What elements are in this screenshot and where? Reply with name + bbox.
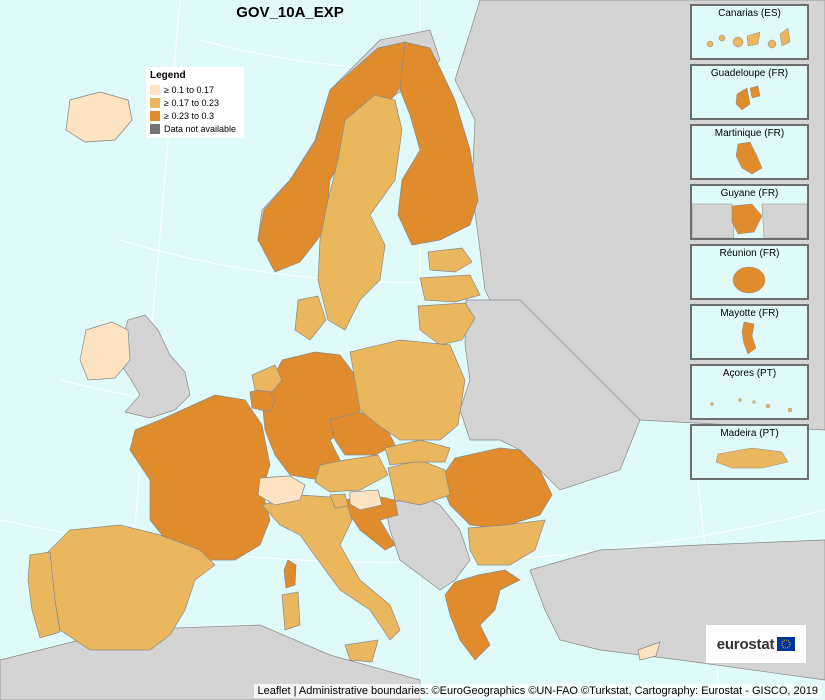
country-switzerland <box>257 475 306 506</box>
country-portugal <box>27 551 61 639</box>
legend-label: Data not available <box>164 123 237 134</box>
inset-map <box>735 141 763 175</box>
legend-item: ≥ 0.23 to 0.3 <box>150 109 240 122</box>
country-sardinia <box>281 591 301 631</box>
logo-text: eurostat <box>716 635 775 653</box>
country-sweden <box>317 94 403 331</box>
legend-swatch <box>150 123 160 134</box>
country-iceland-low <box>65 91 133 143</box>
inset-martinique[interactable]: Martinique (FR) <box>690 124 809 180</box>
inset-title: Guadeloupe (FR) <box>710 68 789 79</box>
country-bulgaria <box>467 519 546 566</box>
inset-map <box>692 203 807 238</box>
legend-item: ≥ 0.1 to 0.17 <box>150 83 240 96</box>
inset-guyane[interactable]: Guyane (FR) <box>690 184 809 240</box>
inset-title: Martinique (FR) <box>714 128 785 139</box>
inset-title: Açores (PT) <box>722 368 777 379</box>
country-denmark <box>294 295 327 341</box>
country-austria <box>314 454 389 493</box>
country-romania <box>439 447 553 529</box>
country-netherlands <box>251 364 283 393</box>
legend-swatch <box>150 84 160 95</box>
country-greece <box>444 569 521 661</box>
inset-mayotte[interactable]: Mayotte (FR) <box>690 304 809 360</box>
country-poland <box>349 339 466 441</box>
legend-label: ≥ 0.23 to 0.3 <box>164 110 214 121</box>
country-ireland <box>79 321 131 381</box>
inset-title: Réunion (FR) <box>719 248 780 259</box>
inset-map <box>710 398 793 413</box>
country-france <box>129 394 271 561</box>
balkans <box>384 494 471 591</box>
country-latvia <box>419 274 481 303</box>
inset-title: Canarias (ES) <box>718 8 781 19</box>
legend-swatch <box>150 97 160 108</box>
inset-madeira[interactable]: Madeira (PT) <box>690 424 809 480</box>
legend-label: ≥ 0.1 to 0.17 <box>164 84 214 95</box>
eu-flag-icon <box>777 637 796 651</box>
inset-map <box>741 321 757 355</box>
country-corsica <box>283 559 297 589</box>
inset-canarias[interactable]: Canarias (ES) <box>690 4 809 60</box>
country-finland <box>397 41 479 246</box>
inset-map <box>706 27 791 49</box>
map-title: GOV_10A_EXP <box>236 4 344 21</box>
inset-acores[interactable]: Açores (PT) <box>690 364 809 420</box>
country-lithuania <box>417 302 476 346</box>
inset-title: Mayotte (FR) <box>720 308 779 319</box>
eurostat-logo: eurostat <box>706 625 806 663</box>
legend: Legend ≥ 0.1 to 0.17 ≥ 0.17 to 0.23 ≥ 0.… <box>146 67 244 138</box>
inset-map <box>732 266 766 294</box>
inset-map <box>715 447 789 469</box>
inset-title: Madeira (PT) <box>720 428 779 439</box>
country-slovenia <box>349 489 383 511</box>
legend-swatch <box>150 110 160 121</box>
country-slovenia-edge <box>329 493 349 509</box>
inset-reunion[interactable]: Réunion (FR) <box>690 244 809 300</box>
country-cyprus <box>637 641 661 661</box>
inset-guadeloupe[interactable]: Guadeloupe (FR) <box>690 64 809 120</box>
country-sicily <box>344 639 379 663</box>
legend-label: ≥ 0.17 to 0.23 <box>164 97 219 108</box>
legend-item: Data not available <box>150 122 240 135</box>
legend-title: Legend <box>150 70 186 81</box>
legend-item: ≥ 0.17 to 0.23 <box>150 96 240 109</box>
map-attribution[interactable]: Leaflet | Administrative boundaries: ©Eu… <box>254 684 821 698</box>
inset-title: Guyane (FR) <box>720 188 779 199</box>
inset-map <box>735 85 761 111</box>
country-estonia <box>427 247 473 273</box>
country-slovakia <box>384 439 451 466</box>
